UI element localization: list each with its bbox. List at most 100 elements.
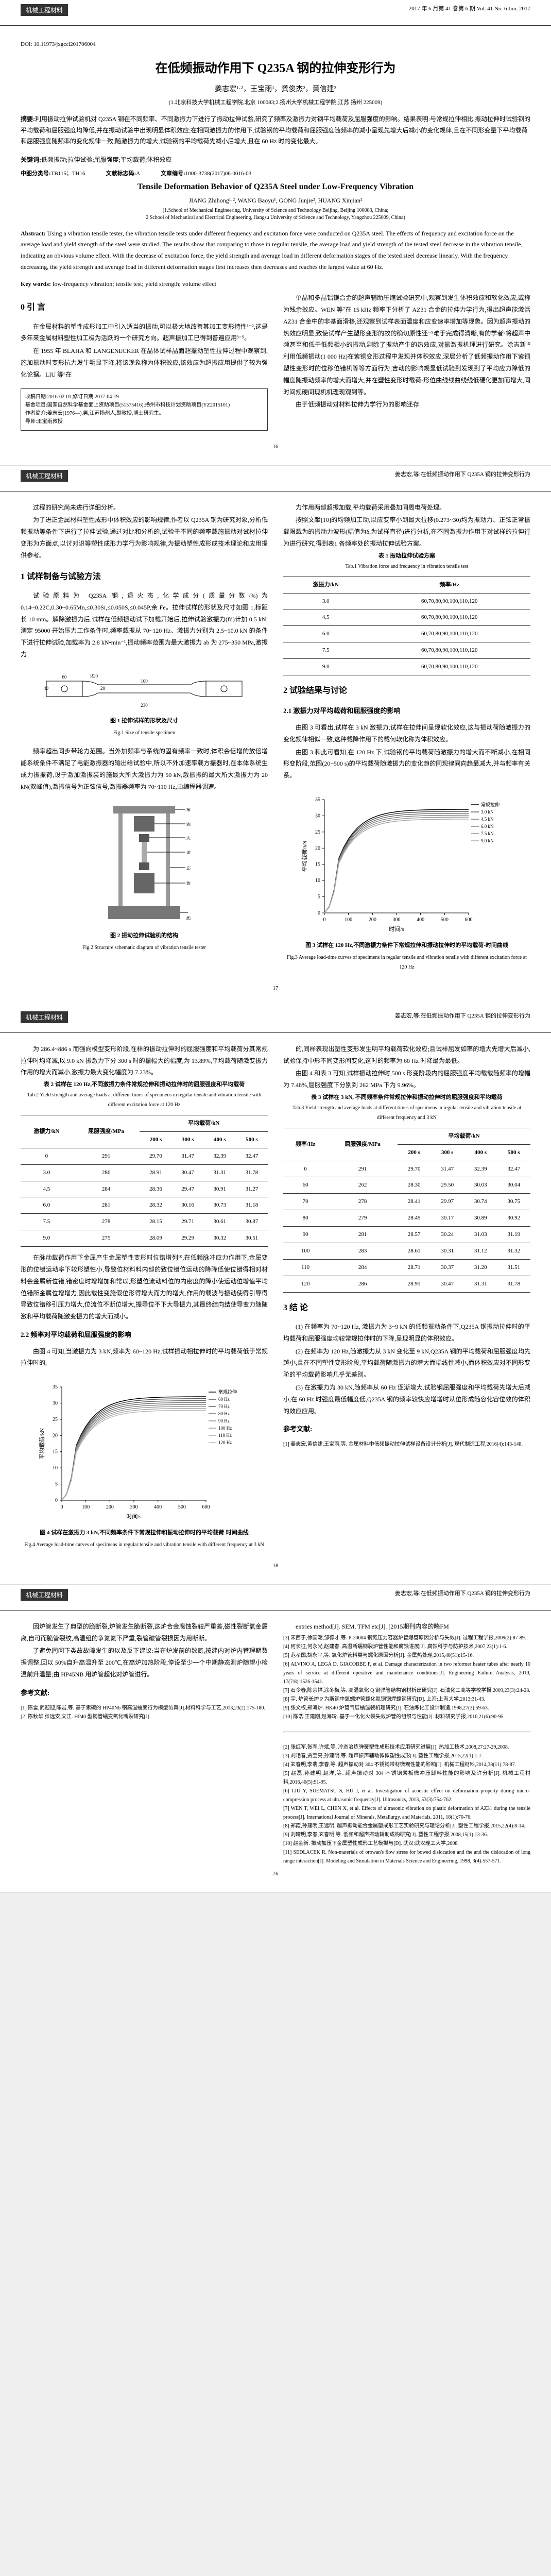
svg-text:25: 25 — [315, 829, 320, 835]
sec22-heading: 2.2 频率对平均载荷和屈服强度的影响 — [21, 1329, 268, 1342]
sec3-heading: 3 结 论 — [283, 1300, 530, 1316]
page-num-3: 18 — [21, 1557, 530, 1574]
svg-text:300: 300 — [393, 917, 401, 923]
svg-text:3.0 kN: 3.0 kN — [481, 809, 494, 815]
svg-text:20: 20 — [315, 845, 320, 851]
svg-text:20: 20 — [100, 686, 106, 691]
svg-text:9.0 kN: 9.0 kN — [481, 838, 494, 843]
machine-diagram: 横梁 液压缸 夹具 试样 激振缸 立柱 底座 — [98, 801, 191, 924]
keywords-cn-text: 低频振动;拉伸试验;屈服强度;平均载荷;体积效应 — [41, 156, 171, 163]
chart-fig3: 051015202530350100200300400500600时间/s平均载… — [299, 789, 515, 934]
svg-text:15: 15 — [53, 1449, 58, 1455]
svg-text:40: 40 — [44, 686, 49, 691]
svg-text:230: 230 — [141, 703, 148, 708]
svg-text:时间/s: 时间/s — [126, 1513, 141, 1520]
svg-text:横梁: 横梁 — [186, 807, 191, 812]
svg-text:400: 400 — [154, 1504, 162, 1510]
svg-text:10: 10 — [53, 1465, 58, 1471]
svg-text:80 Hz: 80 Hz — [218, 1411, 230, 1416]
classification: 中图分类号:TB115；TH16 文献标志码:A 文章编号:1000-3738(… — [21, 169, 530, 177]
pg4-col-right: entries method[J]. SEM, TFM etc[J]. [201… — [283, 1621, 530, 1866]
svg-text:常规拉伸: 常规拉伸 — [218, 1389, 237, 1395]
title-en: Tensile Deformation Behavior of Q235A St… — [21, 182, 530, 192]
fig1: 230 100 60 R20 40 20 图 1 拉伸试样的形状及尺寸 Fig.… — [21, 668, 268, 738]
specimen-diagram: 230 100 60 R20 40 20 — [41, 668, 247, 709]
svg-text:110 Hz: 110 Hz — [218, 1433, 232, 1438]
svg-text:90 Hz: 90 Hz — [218, 1418, 230, 1423]
refs-heading: 参考文献: — [283, 1423, 530, 1436]
svg-text:夹具: 夹具 — [186, 836, 191, 840]
svg-text:500: 500 — [441, 917, 449, 923]
info-box: 收稿日期:2016-02-01;修订日期:2017-04-19 基金项目:国家自… — [21, 388, 268, 431]
svg-text:400: 400 — [417, 917, 424, 923]
doi: DOI: 10.11973/jxgccl201706004 — [21, 41, 530, 47]
keywords-cn-label: 关键词: — [21, 156, 41, 163]
svg-text:25: 25 — [53, 1417, 58, 1422]
fig2: 横梁 液压缸 夹具 试样 激振缸 立柱 底座 图 2 振动 — [21, 801, 268, 953]
svg-text:500: 500 — [178, 1504, 186, 1510]
continued-refs: [2] 张红军,张军,许斌,等. 冷态冶炼弹簧塑性成形技术应用研究进展[J]. … — [283, 1743, 530, 1866]
affil-en-1: (1.School of Mechanical Engineering, Uni… — [21, 208, 530, 213]
svg-text:100: 100 — [141, 679, 148, 684]
svg-text:70 Hz: 70 Hz — [218, 1404, 230, 1409]
sec2-heading: 2 试验结果与讨论 — [283, 683, 530, 699]
refs2-list: [1] 陈雷,武迎迎,陈岩,等. 基于素碳的 HP40Nb 钢高温蠕变行为模型仿… — [21, 1704, 268, 1721]
pg3-col-right: 的,同样表现出塑性变形发生明平均载荷软化效应;且试样屈发如率的增大先增大后减小,… — [283, 1043, 530, 1557]
svg-text:0: 0 — [318, 910, 320, 916]
svg-text:120 Hz: 120 Hz — [218, 1440, 232, 1445]
table-2: 激振力/kN屈服强度/MPa平均载荷/kN 200 s300 s400 s500… — [21, 1115, 268, 1247]
svg-text:600: 600 — [202, 1504, 210, 1510]
authors-en: JIANG Zhihong¹·², WANG Baoyu¹, GONG Junj… — [21, 197, 530, 205]
svg-text:100: 100 — [82, 1504, 90, 1510]
abstract-cn: 摘要:利用振动拉伸试验机对 Q235A 钢在不同频率、不同激振力下进行了振动拉伸… — [21, 114, 530, 147]
refs-list: [1] 姜志宏,黄信建,王宝雨,等. 金属材料中低频振动拉伸试样设备设计分析[J… — [283, 1440, 530, 1449]
affil-en-2: 2.School of Mechanical and Electrical En… — [21, 215, 530, 221]
intro-columns: 0 引 言 在金属材料的塑性成形加工中引入适当的振动,可以极大地改善其加工变形特… — [21, 292, 530, 438]
keywords-en-text: low-frequency vibration; tensile test; y… — [53, 280, 216, 287]
keywords-en-label: Key words: — [21, 280, 51, 287]
sec1-heading: 1 试样制备与试验方法 — [21, 569, 268, 585]
journal-name-2: 机械工程材料 — [21, 470, 68, 482]
fig3: 051015202530350100200300400500600时间/s平均载… — [283, 789, 530, 972]
sec0-p2: 在 1955 年 BLAHA 和 LANGENECKER 在晶体试样晶面超振动塑… — [21, 345, 268, 380]
header-bar-4: 机械工程材料 姜志宏,等:在低频振动作用下 Q235A 钢的拉伸变形行为 — [0, 1585, 551, 1611]
header-bar-3: 机械工程材料 姜志宏,等:在低频振动作用下 Q235A 钢的拉伸变形行为 — [0, 1007, 551, 1033]
sec0-cont-p2: 由于低频振动对材料拉伸力学行为的影响还存 — [283, 399, 530, 411]
svg-text:60: 60 — [62, 674, 67, 680]
abstract-en-label: Abstract: — [21, 230, 46, 237]
header-bar-2: 机械工程材料 姜志宏,等:在低频振动作用下 Q235A 钢的拉伸变形行为 — [0, 466, 551, 492]
svg-text:200: 200 — [369, 917, 376, 923]
abstract-en-text: Using a vibration tensile tester, the vi… — [21, 230, 522, 270]
svg-text:60 Hz: 60 Hz — [218, 1397, 230, 1402]
abstract-cn-label: 摘要: — [21, 115, 35, 123]
svg-text:30: 30 — [315, 813, 320, 819]
header-bar: 机械工程材料 2017 年 6 月第 41 卷第 6 期 Vol. 41 No.… — [0, 0, 551, 26]
col-right: 单晶和多晶铝镁合金的超声辅助压缩试验研究中,观察到发生体积效应和软化效应,或称为… — [283, 292, 530, 438]
svg-text:100: 100 — [345, 917, 352, 923]
svg-text:液压缸: 液压缸 — [186, 822, 191, 826]
svg-text:立柱: 立柱 — [186, 866, 191, 870]
svg-text:底座: 底座 — [186, 916, 191, 920]
svg-text:35: 35 — [315, 797, 320, 803]
journal-name: 机械工程材料 — [21, 4, 68, 16]
page-container: 机械工程材料 2017 年 6 月第 41 卷第 6 期 Vol. 41 No.… — [0, 0, 551, 1893]
sec0-cont-p1: 单晶和多晶铝镁合金的超声辅助压缩试验研究中,观察到发生体积效应和软化效应,或称为… — [283, 292, 530, 398]
title-cn: 在低频振动作用下 Q235A 钢的拉伸变形行为 — [21, 58, 530, 76]
page2-content: 过程的研究尚未进行详细分析。 为了进正金属材料塑性成形中体积效应的影响规律,作者… — [0, 492, 551, 1007]
svg-text:常规拉伸: 常规拉伸 — [481, 802, 500, 807]
sec0-heading: 0 引 言 — [21, 300, 268, 315]
svg-text:30: 30 — [53, 1401, 58, 1406]
svg-text:0: 0 — [55, 1498, 58, 1503]
svg-text:5: 5 — [55, 1482, 58, 1487]
svg-text:激振缸: 激振缸 — [186, 881, 191, 886]
page3-content: 为 286.4~886 s 而强向模型变形阶段,在样的振动拉伸时的屈服强度和平均… — [0, 1033, 551, 1585]
keywords-cn: 关键词:低频振动;拉伸试验;屈服强度;平均载荷;体积效应 — [21, 155, 530, 164]
svg-text:10: 10 — [315, 878, 320, 884]
pg2-col-left: 过程的研究尚未进行详细分析。 为了进正金属材料塑性成形中体积效应的影响规律,作者… — [21, 502, 268, 980]
svg-text:试样: 试样 — [186, 850, 191, 855]
refs3-list: [3] 宋西于,徐国潮,邹德才,等. P-30004 钢氮压力容器炉管爆管原因分… — [283, 1634, 530, 1721]
svg-text:7.5 kN: 7.5 kN — [481, 831, 494, 836]
svg-text:35: 35 — [53, 1384, 58, 1390]
svg-text:600: 600 — [465, 917, 473, 923]
keywords-en: Key words: low-frequency vibration; tens… — [21, 280, 530, 288]
